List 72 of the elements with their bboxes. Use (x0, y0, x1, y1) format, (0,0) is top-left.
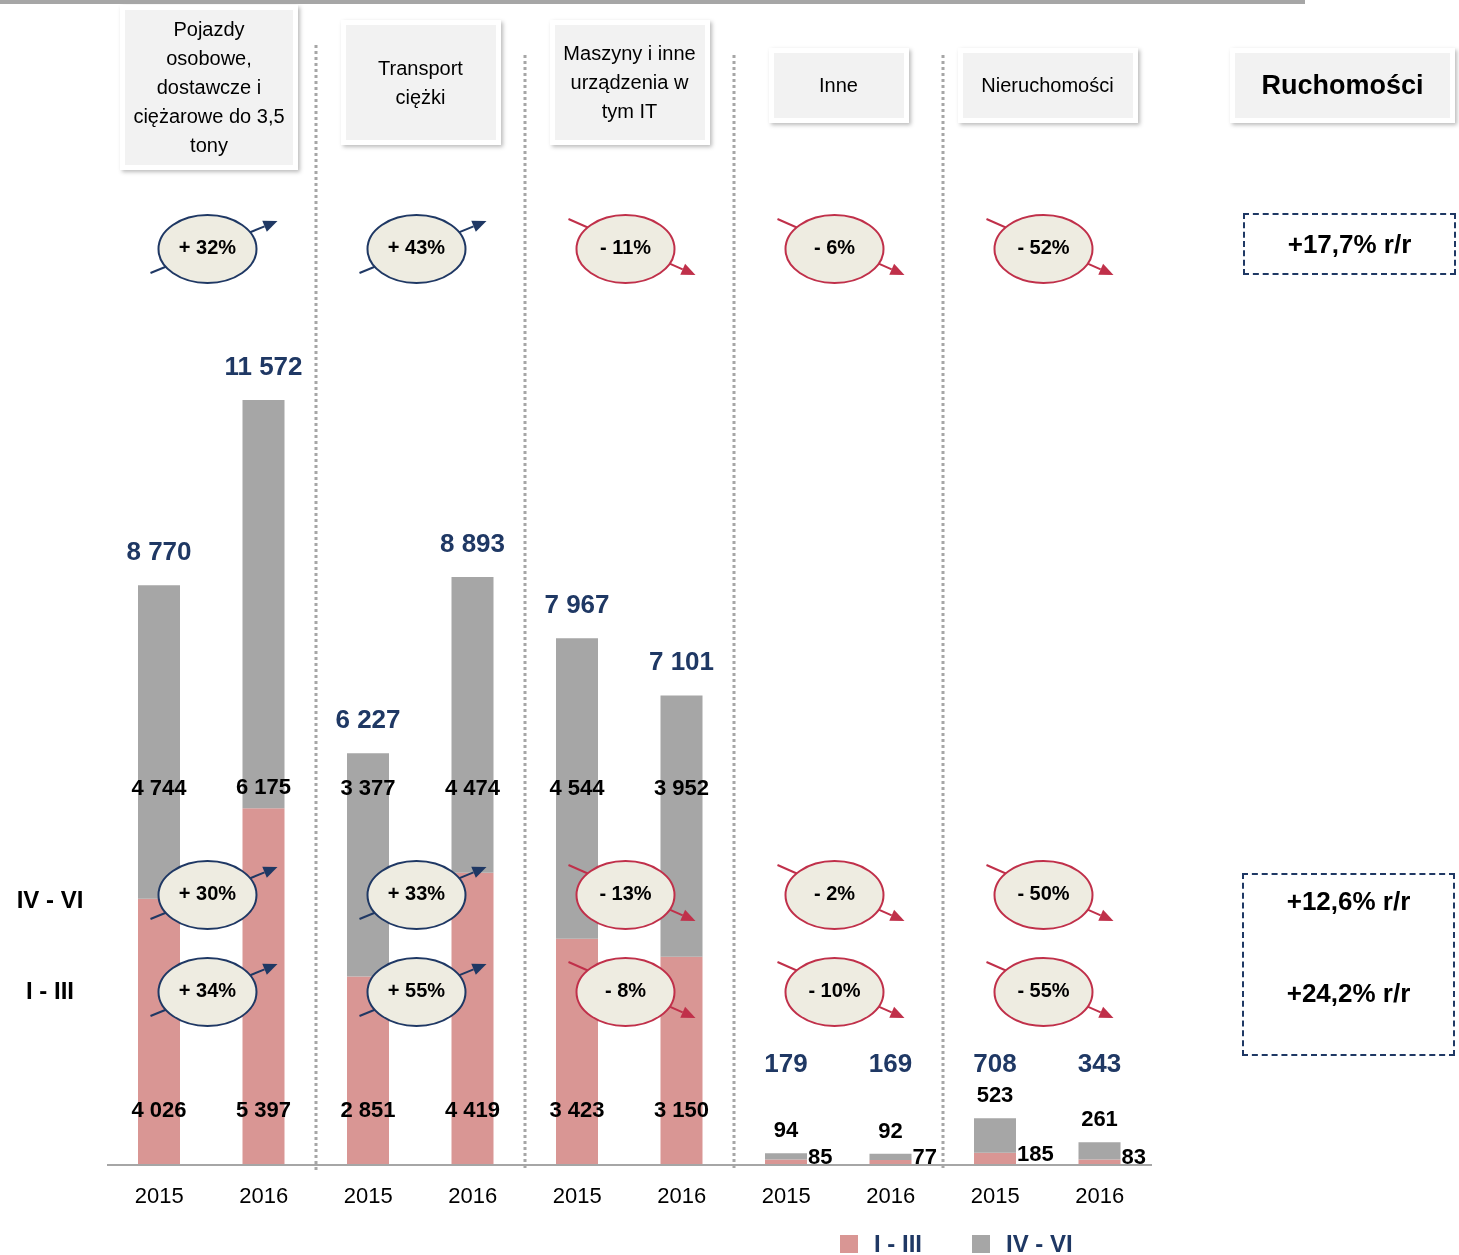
text: IV - VI (15, 886, 85, 914)
x-tick-label: 2015 (552, 1182, 602, 1208)
text: Maszyny i inne urządzenia w tym IT (549, 20, 710, 145)
total-label: 6 227 (335, 704, 401, 735)
bar (869, 1153, 912, 1160)
x-tick-label: 2016 (448, 1182, 498, 1208)
data-label: 85 (808, 1144, 833, 1169)
text: Ruchomości (1230, 48, 1455, 123)
x-tick-label: 2015 (134, 1182, 184, 1208)
x-tick-label: 2016 (866, 1182, 916, 1208)
total-label: 7 967 (544, 589, 610, 620)
text: Transport ciężki (340, 20, 501, 145)
x-tick-label: 2015 (970, 1182, 1020, 1208)
x-tick-label: 2016 (657, 1182, 707, 1208)
text: - 6% (813, 236, 856, 259)
data-label: 4 474 (444, 774, 501, 800)
total-label: 7 101 (648, 646, 715, 677)
text: - 11% (599, 236, 652, 259)
annotation: - 2% (813, 882, 856, 905)
x-tick-label: 2015 (761, 1182, 811, 1208)
legend-label: I - III (874, 1230, 922, 1255)
data-label: 2 851 (340, 1096, 396, 1122)
annotation: - 10% (808, 979, 861, 1002)
total-label: 169 (868, 1047, 913, 1078)
annotation: + 30% (178, 882, 237, 905)
text: Pojazdy osobowe, dostawcze i ciężarowe do 3,5 tony (120, 5, 298, 170)
annotation: - 8% (604, 979, 647, 1002)
total-label: 343 (1077, 1047, 1122, 1078)
annotation: - 13% (599, 882, 652, 905)
data-label: 3 377 (340, 774, 396, 800)
annotation: + 34% (178, 979, 237, 1002)
text: +12,6% r/r (1285, 886, 1412, 918)
total-label: 8 770 (126, 536, 192, 567)
data-label: 523 (976, 1082, 1014, 1108)
data-label: 3 423 (549, 1096, 605, 1122)
x-tick-label: 2016 (1075, 1182, 1125, 1208)
data-label: 92 (878, 1117, 903, 1143)
data-label: 77 (912, 1144, 937, 1170)
text: Inne (768, 48, 909, 123)
text: Nieruchomości (957, 48, 1138, 123)
annotation: + 33% (387, 882, 446, 905)
annotation: - 50% (1017, 882, 1070, 905)
total-label: 179 (764, 1047, 808, 1078)
data-label: 4 544 (549, 774, 606, 800)
data-label: 3 952 (653, 774, 710, 800)
data-label: 6 175 (235, 774, 292, 800)
total-label: 8 893 (439, 527, 506, 558)
annotation: + 55% (387, 979, 446, 1002)
legend-label: IV - VI (1006, 1230, 1073, 1255)
total-label: 11 572 (224, 350, 303, 381)
text: + 43% (387, 236, 446, 259)
data-label: 83 (1121, 1144, 1146, 1170)
bar (1078, 1142, 1121, 1160)
data-label: 94 (773, 1116, 799, 1142)
text: + 32% (178, 236, 237, 259)
data-label: 4 026 (131, 1096, 187, 1122)
data-label: 4 419 (444, 1096, 501, 1122)
text: +24,2% r/r (1285, 978, 1412, 1010)
bar (765, 1153, 807, 1160)
bar (974, 1118, 1016, 1153)
text: I - III (25, 977, 75, 1005)
data-label: 4 744 (131, 774, 188, 800)
data-label: 185 (1017, 1140, 1054, 1166)
bar (974, 1152, 1016, 1165)
text: - 52% (1017, 236, 1070, 259)
x-tick-label: 2016 (239, 1182, 289, 1208)
data-label: 3 150 (653, 1096, 710, 1122)
data-label: 261 (1081, 1106, 1118, 1132)
x-tick-label: 2015 (343, 1182, 393, 1208)
total-label: 708 (973, 1047, 1017, 1078)
data-label: 5 397 (235, 1096, 292, 1122)
annotation: - 55% (1017, 979, 1070, 1002)
